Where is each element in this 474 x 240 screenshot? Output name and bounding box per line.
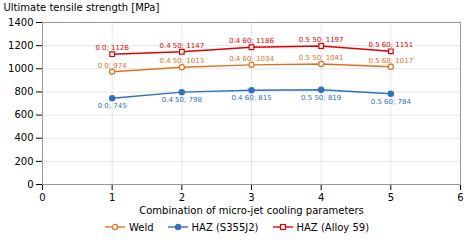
- svg-text:0 0; 745: 0 0; 745: [98, 102, 127, 110]
- svg-text:5: 5: [388, 192, 394, 203]
- svg-text:800: 800: [14, 86, 33, 97]
- svg-text:0.5 60; 1017: 0.5 60; 1017: [368, 57, 413, 65]
- svg-text:0.4 60; 1034: 0.4 60; 1034: [229, 55, 274, 63]
- svg-text:1000: 1000: [8, 63, 33, 74]
- svg-text:4: 4: [318, 192, 324, 203]
- svg-text:1: 1: [109, 192, 115, 203]
- svg-text:0.5 60; 1151: 0.5 60; 1151: [368, 41, 413, 49]
- svg-text:Combination of micro-jet cooli: Combination of micro-jet cooling paramet…: [139, 205, 364, 216]
- html-text:HAZ (Alloy 59): HAZ (Alloy 59): [296, 221, 369, 233]
- svg-text:0.4 50; 798: 0.4 50; 798: [162, 96, 202, 104]
- html-text:Weld: Weld: [129, 221, 154, 233]
- svg-text:1400: 1400: [8, 17, 33, 28]
- svg-text:0.5 50; 1197: 0.5 50; 1197: [299, 36, 344, 44]
- svg-text:0.4 60; 1186: 0.4 60; 1186: [229, 37, 274, 45]
- svg-text:6: 6: [457, 192, 463, 203]
- svg-text:1200: 1200: [8, 40, 33, 51]
- svg-text:0.4 60; 815: 0.4 60; 815: [231, 94, 271, 102]
- svg-text:Ultimate tensile strength [MPa: Ultimate tensile strength [MPa]: [4, 2, 160, 13]
- svg-text:0.5 50; 1041: 0.5 50; 1041: [299, 54, 344, 62]
- svg-text:0: 0: [27, 179, 33, 190]
- svg-text:0: 0: [39, 192, 45, 203]
- svg-text:0.4 50; 1147: 0.4 50; 1147: [159, 42, 204, 50]
- svg-text:200: 200: [14, 156, 33, 167]
- svg-text:0 0; 1126: 0 0; 1126: [95, 44, 129, 52]
- svg-text:3: 3: [248, 192, 254, 203]
- svg-text:0.5 50; 819: 0.5 50; 819: [301, 94, 341, 102]
- svg-text:600: 600: [14, 109, 33, 120]
- svg-text:0 0; 974: 0 0; 974: [98, 62, 128, 70]
- svg-text:400: 400: [14, 132, 33, 143]
- svg-text:0.4 50; 1013: 0.4 50; 1013: [159, 57, 204, 65]
- svg-text:0.5 60; 784: 0.5 60; 784: [371, 98, 412, 106]
- svg-text:2: 2: [179, 192, 185, 203]
- html-text:HAZ (S355J2): HAZ (S355J2): [191, 221, 259, 233]
